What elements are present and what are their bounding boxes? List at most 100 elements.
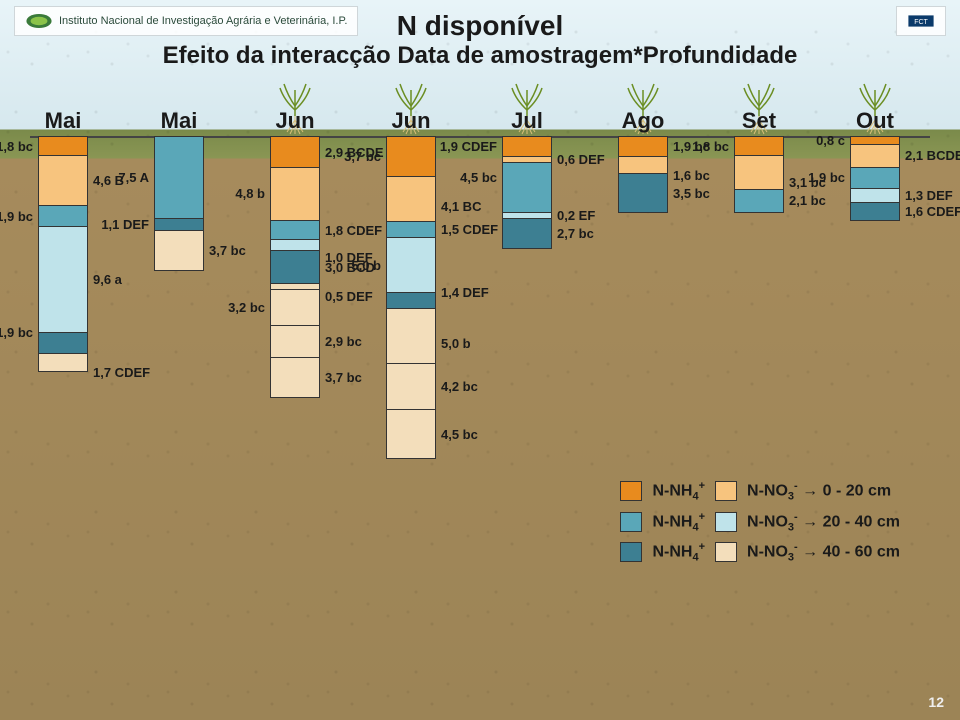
month-label: Mai (38, 108, 88, 134)
month-label: Jun (386, 108, 436, 134)
bar-label: 1,3 DEF (905, 188, 953, 203)
legend-swatch (715, 481, 737, 501)
bar: 5,0 b (386, 309, 436, 364)
bar-label: 2,1 bc (789, 193, 826, 208)
bar: 4,6 B (38, 156, 88, 207)
bar: 1,3 DEF (850, 189, 900, 203)
bar-label: 1,8 bc (0, 139, 33, 154)
legend-swatch (715, 542, 737, 562)
logo-left-text: Instituto Nacional de Investigação Agrár… (59, 15, 347, 27)
bar-label: 1,1 DEF (101, 217, 149, 232)
logo-bar: Instituto Nacional de Investigação Agrár… (0, 6, 960, 36)
bar: 3,5 bc (618, 174, 668, 213)
bar: 2,1 bc (734, 190, 784, 213)
month-label: Ago (618, 108, 668, 134)
bar-label: 1,4 DEF (441, 285, 489, 300)
bar: 0,8 c (850, 136, 900, 145)
column: 1,8 bc4,6 B1,9 bc9,6 a1,9 bc1,7 CDEF (38, 136, 88, 459)
logo-left: Instituto Nacional de Investigação Agrár… (14, 6, 358, 36)
bar-label: 0,2 EF (557, 208, 595, 223)
bar: 9,6 a (38, 227, 88, 333)
bar-label: 4,1 BC (441, 199, 481, 214)
bar: 1,6 CDEF (850, 203, 900, 221)
bar-label: 1,9 CDEF (440, 139, 497, 154)
legend-swatch (620, 512, 642, 532)
bar: 2,9 bc (270, 326, 320, 358)
bar: 4,8 b (270, 168, 320, 221)
legend-text: N-NH4+ (652, 541, 705, 564)
legend-text: N-NO3- → 20 - 40 cm (747, 511, 900, 534)
bar-label: 3,7 bc (325, 370, 362, 385)
column: 1,9 bc1,6 bc3,5 bc (618, 136, 668, 459)
bar: 1,9 CDEF (502, 136, 552, 157)
bar-label: 2,1 BCDEF (905, 148, 960, 163)
bar-label: 1,7 CDEF (93, 365, 150, 380)
bar: 3,7 bc (154, 231, 204, 272)
bar-label: 1,5 CDEF (441, 222, 498, 237)
month-label: Set (734, 108, 784, 134)
legend-text: N-NH4+ (652, 511, 705, 534)
month-label: Mai (154, 108, 204, 134)
legend: N-NH4+N-NO3- → 0 - 20 cmN-NH4+N-NO3- → 2… (620, 480, 900, 564)
bar-label: 2,7 bc (557, 226, 594, 241)
bar: 1,8 bc (38, 136, 88, 156)
bar-label: 4,5 bc (460, 170, 497, 185)
bar-label: 1,8 CDEF (325, 223, 382, 238)
bar-label: 1,9 bc (808, 170, 845, 185)
bar-columns: 1,8 bc4,6 B1,9 bc9,6 a1,9 bc1,7 CDEF7,5 … (38, 136, 900, 459)
bar: 3,1 bc (734, 156, 784, 190)
bar: 1,8 CDEF (270, 221, 320, 241)
bar: 3,7 bc (386, 136, 436, 177)
bar: 7,5 A (154, 136, 204, 219)
bar: 0,6 DEF (502, 157, 552, 164)
bar: 2,7 bc (502, 219, 552, 249)
bar-label: 0,5 DEF (325, 289, 373, 304)
column: 1,8 bc3,1 bc2,1 bc (734, 136, 784, 459)
month-label: Jun (270, 108, 320, 134)
bar-label: 5,0 b (441, 336, 471, 351)
bar-label: 0,8 c (816, 133, 845, 148)
bar-label: 2,9 bc (325, 334, 362, 349)
bar: 1,5 CDEF (386, 222, 436, 239)
month-row: MaiMaiJunJunJulAgoSetOut (38, 108, 900, 134)
bar: 2,9 BCDE (270, 136, 320, 168)
bar: 4,2 bc (386, 364, 436, 410)
bar: 1,0 DEF (270, 240, 320, 251)
bar-label: 4,5 bc (441, 427, 478, 442)
bar: 4,1 BC (386, 177, 436, 222)
column: 2,9 BCDE4,8 b1,8 CDEF1,0 DEF3,0 BCD0,5 D… (270, 136, 320, 459)
bar-label: 3,7 bc (209, 243, 246, 258)
svg-text:FCT: FCT (914, 19, 928, 26)
month-label: Out (850, 108, 900, 134)
bar-label: 9,6 a (93, 272, 122, 287)
bar-label: 4,2 bc (441, 379, 478, 394)
bar: 1,9 bc (618, 136, 668, 157)
legend-swatch (620, 481, 642, 501)
bar-label: 1,9 bc (0, 325, 33, 340)
bar: 4,5 bc (502, 163, 552, 213)
bar: 3,7 bc (270, 358, 320, 399)
bar-label: 5,0 b (351, 258, 381, 273)
bar: 4,5 bc (386, 410, 436, 460)
bar: 1,1 DEF (154, 219, 204, 231)
bar-label: 0,6 DEF (557, 152, 605, 167)
bar: 5,0 b (386, 238, 436, 293)
bar: 2,1 BCDEF (850, 145, 900, 168)
bar: 1,9 bc (38, 206, 88, 227)
bar: 1,6 bc (618, 157, 668, 175)
legend-swatch (715, 512, 737, 532)
bar: 1,4 DEF (386, 293, 436, 308)
column: 3,7 bc4,1 BC1,5 CDEF5,0 b1,4 DEF5,0 b4,2… (386, 136, 436, 459)
bar: 1,9 bc (38, 333, 88, 354)
column: 1,9 CDEF0,6 DEF4,5 bc0,2 EF2,7 bc (502, 136, 552, 459)
page-number: 12 (928, 694, 944, 710)
bar: 1,7 CDEF (38, 354, 88, 373)
title-line2: Efeito da interacção Data de amostragem*… (0, 42, 960, 70)
bar-label: 1,6 CDEF (905, 204, 960, 219)
bar-label: 7,5 A (118, 170, 149, 185)
bar-label: 1,8 bc (692, 139, 729, 154)
legend-swatch (620, 542, 642, 562)
bar: 3,0 BCD (270, 251, 320, 284)
bar-label: 3,7 bc (344, 149, 381, 164)
bar-label: 1,9 bc (0, 209, 33, 224)
